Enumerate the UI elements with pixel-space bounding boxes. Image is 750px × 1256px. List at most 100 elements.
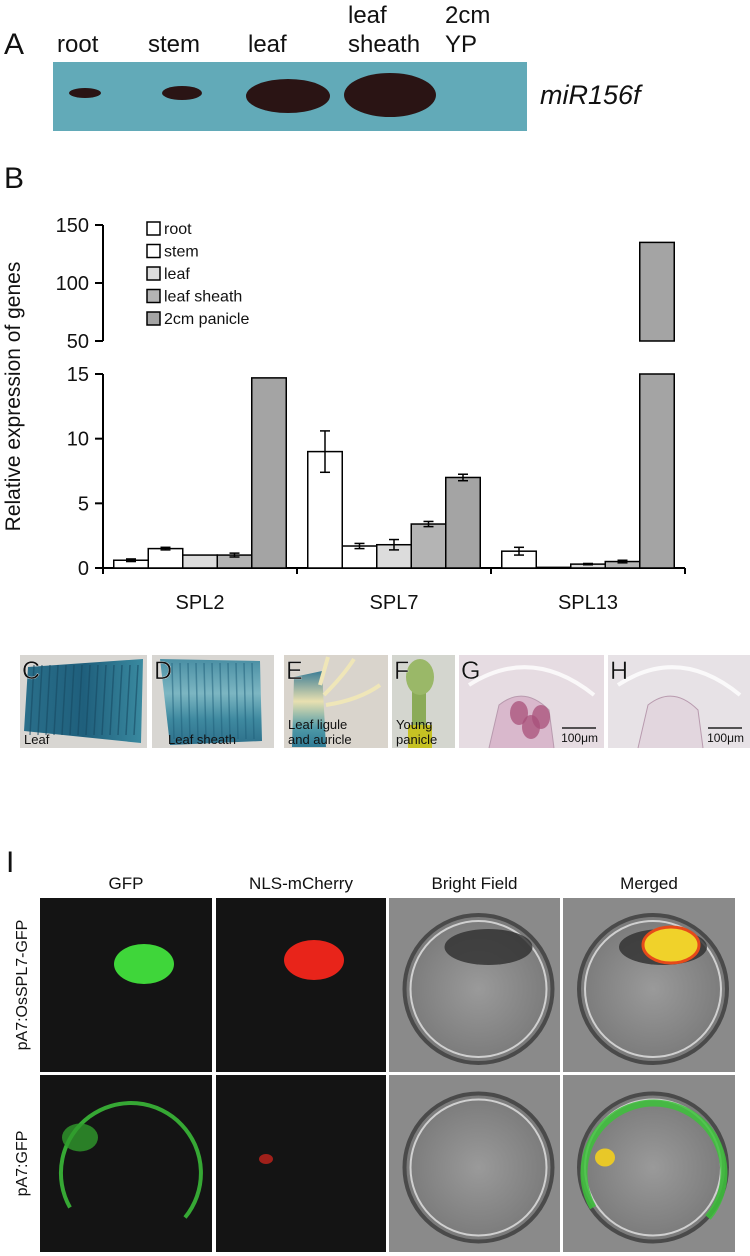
- lane-label: YP: [445, 31, 477, 58]
- tissue: [467, 665, 596, 697]
- y-tick-label: 50: [67, 331, 89, 353]
- error-bar: [583, 562, 593, 566]
- specimen: [406, 659, 434, 695]
- blot-band: [246, 79, 330, 113]
- stripe: [219, 662, 223, 740]
- row-label: pA7:OsSPL7-GFP: [14, 920, 31, 1051]
- stain: [510, 701, 528, 725]
- photo-label: C: [22, 657, 40, 685]
- legend-swatch: [146, 288, 161, 304]
- stripe: [37, 664, 43, 736]
- panel-label: A: [4, 28, 24, 61]
- row-label: pA7:GFP: [14, 1131, 31, 1197]
- micrograph: [40, 898, 212, 1072]
- legend-swatch: [146, 243, 161, 259]
- bar: [251, 377, 287, 569]
- specimen: [292, 671, 326, 747]
- root-hairs: [318, 656, 382, 707]
- stripe: [117, 664, 123, 736]
- lane-label: sheath: [348, 31, 420, 58]
- stripe: [53, 664, 59, 736]
- y-tick-label: 150: [56, 215, 89, 237]
- gfp-signal: [58, 1101, 203, 1219]
- scale-label: 100μm: [707, 731, 744, 745]
- error-bar: [320, 430, 330, 474]
- error-bar: [126, 558, 136, 563]
- y-tick-label: 15: [67, 364, 89, 386]
- stripe: [45, 664, 51, 736]
- legend-label: leaf: [164, 266, 190, 283]
- legend-label: 2cm panicle: [164, 311, 249, 328]
- error-bar: [423, 520, 434, 528]
- stripe: [69, 664, 75, 736]
- lane-label: leaf: [348, 2, 387, 29]
- stripe: [109, 664, 115, 736]
- cell-rim: [409, 1098, 548, 1237]
- cell-rim: [584, 920, 722, 1058]
- stripe: [29, 664, 35, 736]
- bar: [307, 450, 343, 569]
- merged-signal: [641, 925, 701, 965]
- stripe: [171, 662, 175, 740]
- mcherry-signal: [259, 1154, 273, 1164]
- stripe: [61, 664, 67, 736]
- legend-swatch: [146, 266, 161, 281]
- lane-label: root: [57, 31, 99, 58]
- error-bar: [354, 542, 365, 550]
- tissue: [637, 695, 704, 749]
- bar: [147, 547, 184, 569]
- probe-label: miR156f: [540, 80, 643, 110]
- stripe: [101, 664, 107, 736]
- lane-label: leaf: [248, 31, 287, 58]
- stripe: [243, 662, 247, 740]
- gfp-signal: [62, 1123, 98, 1152]
- photo-caption: panicle: [396, 732, 437, 747]
- cell: [402, 1091, 555, 1244]
- organelles: [444, 929, 533, 965]
- blot-band: [69, 88, 101, 98]
- photo-caption: and auricle: [288, 732, 352, 747]
- bar: [445, 476, 481, 569]
- blot-band: [344, 73, 436, 117]
- photo-label: F: [394, 657, 409, 685]
- tissue: [616, 665, 742, 697]
- cell: [577, 1091, 729, 1244]
- y-tick-label: 100: [56, 273, 89, 295]
- bar: [182, 554, 218, 569]
- stripe: [235, 662, 239, 740]
- stripe: [179, 662, 183, 740]
- photo-label: G: [461, 657, 480, 685]
- photo-caption: Leaf sheath: [168, 732, 236, 747]
- lane-label: 2cm: [445, 2, 490, 29]
- gfp-signal: [114, 944, 174, 984]
- bar: [639, 373, 675, 569]
- error-bar: [229, 552, 240, 558]
- stripe: [227, 662, 231, 740]
- photo-caption: Leaf: [24, 732, 50, 747]
- x-tick-label: SPL7: [370, 592, 419, 614]
- legend-label: root: [164, 221, 192, 238]
- cell-rim: [409, 920, 548, 1058]
- legend-label: leaf sheath: [164, 289, 242, 306]
- legend-label: stem: [164, 244, 199, 261]
- specimen: [412, 685, 426, 731]
- legend-swatch: [146, 221, 161, 236]
- stripe: [125, 664, 131, 736]
- bar: [410, 523, 447, 569]
- stripe: [77, 664, 83, 736]
- mcherry-signal: [284, 940, 344, 980]
- y-tick-label: 0: [78, 558, 89, 580]
- merged-signal: [595, 1148, 615, 1167]
- stripe: [251, 662, 255, 740]
- photo-caption: Leaf ligule: [288, 717, 347, 732]
- micrograph: [216, 898, 386, 1072]
- specimen-base: [408, 725, 432, 748]
- stripe: [93, 664, 99, 736]
- stripe: [85, 664, 91, 736]
- bar-upper: [639, 241, 675, 342]
- y-axis-label: Relative expression of genes: [2, 262, 25, 532]
- error-bar: [389, 538, 399, 551]
- stripe: [211, 662, 215, 740]
- legend-swatch: [146, 311, 161, 326]
- error-bar: [617, 559, 628, 564]
